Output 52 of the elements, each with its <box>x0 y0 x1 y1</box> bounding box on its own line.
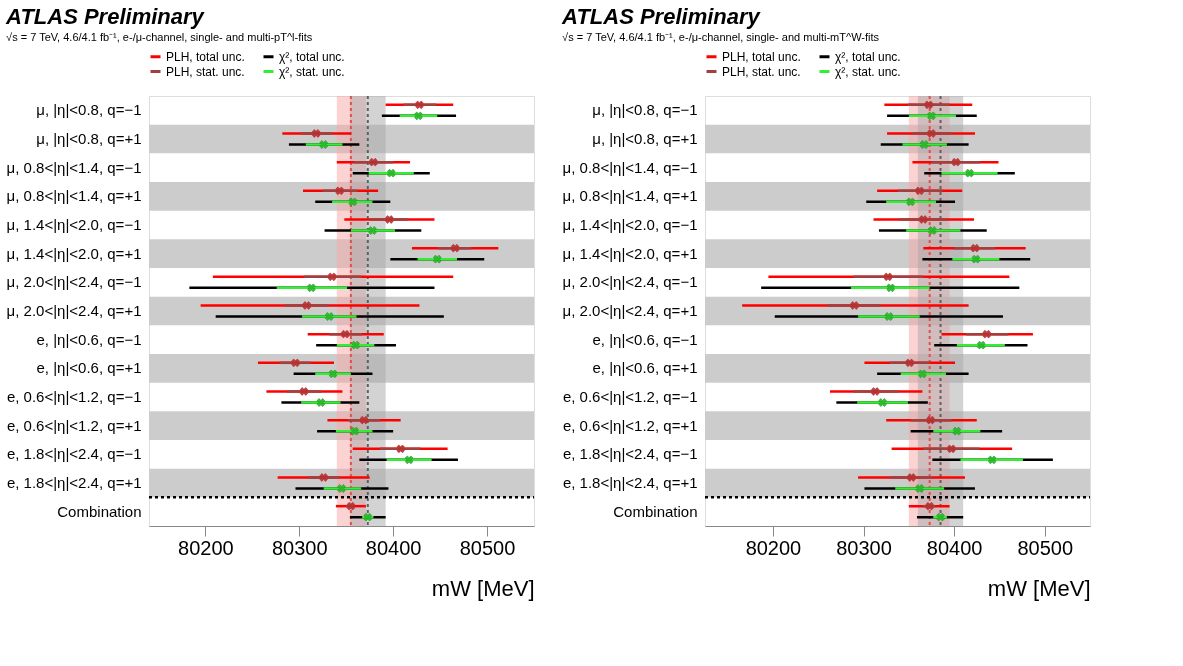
legend-label: χ², stat. unc. <box>279 64 345 79</box>
y-tick-label: μ, 2.0<|η|<2.4, q=+1 <box>6 302 142 319</box>
x-tick-label: 80300 <box>271 536 328 559</box>
y-tick-label: μ, 1.4<|η|<2.0, q=+1 <box>6 244 142 262</box>
y-tick-label: μ, 1.4<|η|<2.0, q=−1 <box>6 216 142 233</box>
legend-label: PLH, total unc. <box>166 49 245 64</box>
chart-subtitle: √s = 7 TeV, 4.6/4.1 fb⁻¹, e-/μ-channel, single- and multi-pT^l-fits <box>6 31 313 43</box>
legend-label: χ², total unc. <box>835 49 901 64</box>
y-tick-label: e, 1.8<|η|<2.4, q=−1 <box>6 445 142 463</box>
y-tick-label: μ, 2.0<|η|<2.4, q=+1 <box>562 302 698 319</box>
chart-subtitle: √s = 7 TeV, 4.6/4.1 fb⁻¹, e-/μ-channel, single- and multi-mT^W-fits <box>562 31 880 43</box>
y-tick-label: μ, |η|<0.8, q=−1 <box>592 101 698 119</box>
y-tick-label: μ, 1.4<|η|<2.0, q=−1 <box>562 216 698 233</box>
y-tick-label: μ, 0.8<|η|<1.4, q=−1 <box>6 158 142 176</box>
y-tick-label: e, |η|<0.6, q=+1 <box>592 359 698 377</box>
x-tick-label: 80200 <box>178 536 234 559</box>
y-tick-label: μ, 0.8<|η|<1.4, q=+1 <box>562 187 698 205</box>
legend-label: PLH, total unc. <box>722 49 801 64</box>
y-tick-label: e, 1.8<|η|<2.4, q=+1 <box>6 474 142 491</box>
y-tick-label: Combination <box>613 502 698 520</box>
x-tick-label: 80400 <box>365 536 422 559</box>
y-tick-label: e, |η|<0.6, q=+1 <box>36 359 142 377</box>
y-tick-label: μ, 0.8<|η|<1.4, q=+1 <box>6 187 142 205</box>
y-tick-label: e, |η|<0.6, q=−1 <box>592 330 698 348</box>
chart-title: ATLAS Preliminary <box>5 4 206 29</box>
x-tick-label: 80500 <box>1017 536 1074 559</box>
y-tick-label: μ, |η|<0.8, q=+1 <box>36 130 142 147</box>
y-tick-label: μ, 1.4<|η|<2.0, q=+1 <box>562 244 698 262</box>
y-tick-label: μ, |η|<0.8, q=+1 <box>592 130 698 147</box>
y-tick-label: e, 0.6<|η|<1.2, q=−1 <box>562 388 698 405</box>
x-axis-title: mW [MeV] <box>987 575 1091 601</box>
y-tick-label: μ, |η|<0.8, q=−1 <box>36 101 142 119</box>
y-tick-label: Combination <box>57 502 142 520</box>
x-axis-title: mW [MeV] <box>431 575 535 601</box>
x-tick-label: 80500 <box>459 536 516 559</box>
chart-title: ATLAS Preliminary <box>561 4 762 29</box>
y-tick-label: e, 0.6<|η|<1.2, q=+1 <box>6 416 142 434</box>
y-tick-label: e, 0.6<|η|<1.2, q=+1 <box>562 416 698 434</box>
y-tick-label: μ, 2.0<|η|<2.4, q=−1 <box>6 273 142 291</box>
x-tick-label: 80300 <box>836 536 892 559</box>
y-tick-label: e, 1.8<|η|<2.4, q=+1 <box>562 474 698 491</box>
y-tick-label: e, |η|<0.6, q=−1 <box>36 330 142 348</box>
y-tick-label: μ, 0.8<|η|<1.4, q=−1 <box>562 158 698 176</box>
x-tick-label: 80200 <box>745 536 802 559</box>
legend-label: χ², stat. unc. <box>835 64 901 79</box>
y-tick-label: e, 1.8<|η|<2.4, q=−1 <box>562 445 698 463</box>
legend-label: PLH, stat. unc. <box>722 64 801 79</box>
legend-label: PLH, stat. unc. <box>166 64 245 79</box>
x-tick-label: 80400 <box>926 536 983 559</box>
y-tick-label: μ, 2.0<|η|<2.4, q=−1 <box>562 273 698 291</box>
y-tick-label: e, 0.6<|η|<1.2, q=−1 <box>6 388 142 405</box>
legend-label: χ², total unc. <box>279 49 345 64</box>
